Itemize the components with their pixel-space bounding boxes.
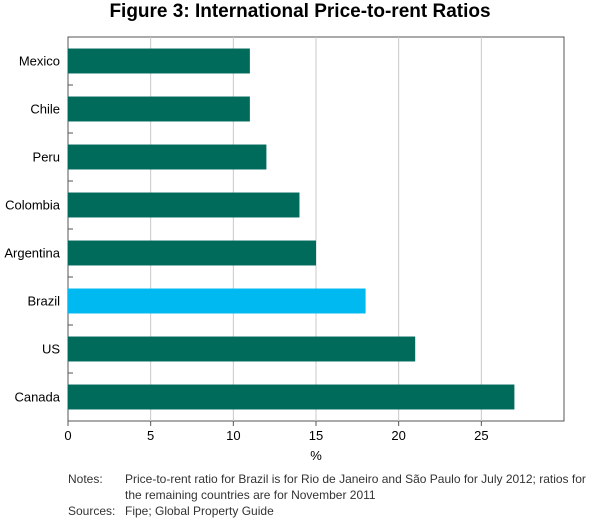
bar-brazil (68, 288, 366, 314)
x-tick-label: 5 (147, 428, 154, 443)
x-axis-label: % (310, 448, 322, 463)
bar-peru (68, 144, 267, 170)
bar-colombia (68, 192, 300, 218)
x-tick-label: 15 (309, 428, 323, 443)
category-label-canada: Canada (14, 390, 60, 405)
x-tick-label: 10 (226, 428, 240, 443)
bar-canada (68, 384, 515, 410)
category-label-brazil: Brazil (27, 294, 60, 309)
bar-argentina (68, 240, 316, 266)
sources-label: Sources: (68, 504, 116, 518)
category-label-colombia: Colombia (5, 198, 61, 213)
notes-text: Price-to-rent ratio for Brazil is for Ri… (125, 472, 586, 502)
category-label-mexico: Mexico (19, 54, 60, 69)
bar-mexico (68, 48, 250, 74)
x-tick-label: 20 (391, 428, 405, 443)
category-label-us: US (42, 342, 60, 357)
chart-title: Figure 3: International Price-to-rent Ra… (109, 1, 491, 22)
sources-text: Fipe; Global Property Guide (125, 504, 274, 518)
category-label-chile: Chile (30, 102, 60, 117)
x-tick-label: 0 (64, 428, 71, 443)
bar-chile (68, 96, 250, 122)
category-label-peru: Peru (33, 150, 60, 165)
bar-us (68, 336, 416, 362)
notes-label: Notes: (68, 472, 103, 486)
x-tick-label: 25 (474, 428, 488, 443)
category-label-argentina: Argentina (4, 246, 60, 261)
